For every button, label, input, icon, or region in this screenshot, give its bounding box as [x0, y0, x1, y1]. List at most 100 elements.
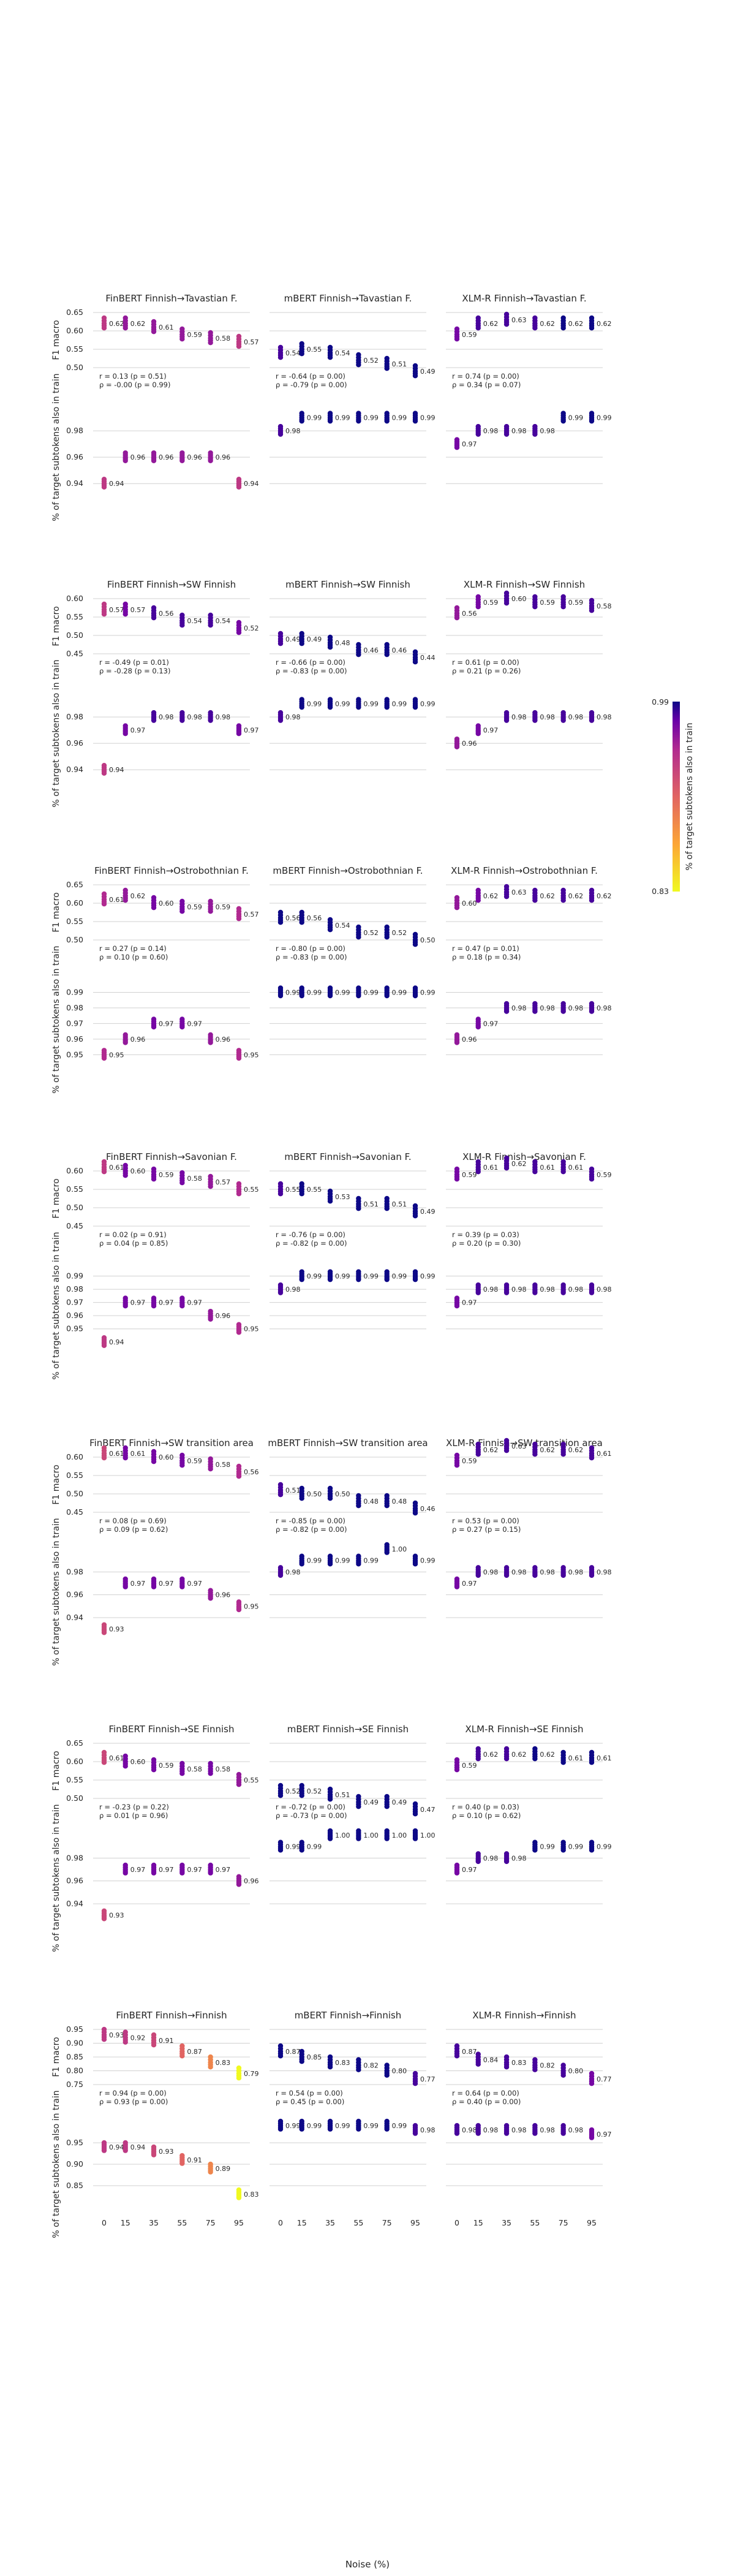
overlap-point	[532, 2131, 538, 2136]
overlap-data-label: 0.99	[307, 414, 322, 422]
f1-data-label: 0.52	[363, 929, 379, 937]
overlap-data-label: 0.97	[187, 1299, 202, 1307]
f1-data-label: 0.93	[109, 2031, 124, 2039]
panel-title: XLM-R Finnish→Finnish	[472, 2010, 576, 2021]
colorbar-max-label: 0.99	[652, 697, 669, 707]
f1-data-label: 0.59	[187, 903, 202, 911]
y-tick-label: 0.50	[66, 1794, 83, 1803]
f1-point	[503, 322, 510, 327]
overlap-data-label: 0.98	[540, 713, 555, 721]
overlap-point	[532, 718, 538, 723]
overlap-data-label: 0.97	[462, 1866, 477, 1874]
f1-data-label: 0.50	[335, 1490, 350, 1498]
overlap-point	[454, 1870, 460, 1876]
f1-point	[589, 2081, 595, 2086]
y-tick-label: 0.95	[66, 1324, 83, 1333]
y-tick-label: 0.98	[66, 1003, 83, 1012]
overlap-data-label: 0.99	[420, 414, 435, 422]
f1-point	[503, 894, 510, 900]
x-tick-label: 55	[530, 2218, 540, 2227]
panel: mBERT Finnish→Savonian F. r = -0.76 (p = …	[276, 1151, 435, 1295]
f1-data-label: 0.59	[462, 1762, 477, 1770]
overlap-point	[589, 1847, 595, 1853]
f1-data-label: 0.58	[187, 1175, 202, 1183]
overlap-data-label: 0.98	[483, 1854, 499, 1862]
f1-point	[454, 1767, 460, 1773]
overlap-point	[560, 2131, 566, 2136]
overlap-data-label: 0.98	[483, 1286, 499, 1294]
panel: XLM-R Finnish→SW Finnish r = 0.61 (p = 0.…	[452, 579, 612, 749]
correlation-r: r = -0.49 (p = 0.01)	[99, 658, 169, 667]
overlap-point	[299, 1847, 304, 1853]
f1-data-label: 0.82	[540, 2062, 555, 2070]
f1-point	[356, 362, 361, 368]
f1-data-label: 0.56	[285, 914, 301, 922]
overlap-point	[151, 1303, 157, 1309]
f1-point	[454, 905, 460, 911]
overlap-point	[503, 431, 510, 437]
y-tick-label: 0.97	[66, 1298, 83, 1307]
overlap-data-label: 0.97	[130, 1299, 146, 1307]
panel-row: 0.65 0.60 0.55 0.50 0.99 0.98 0.97 0.96 0.95 F1 m…	[51, 865, 612, 1094]
f1-point	[101, 1169, 107, 1175]
overlap-point	[151, 2152, 157, 2157]
f1-data-label: 0.62	[568, 320, 584, 328]
panel-title: FinBERT Finnish→SW transition area	[89, 1438, 254, 1449]
overlap-point	[277, 718, 284, 723]
overlap-data-label: 0.98	[540, 1286, 555, 1294]
f1-data-label: 0.51	[392, 360, 407, 368]
overlap-point	[412, 1561, 418, 1567]
f1-data-label: 0.62	[130, 892, 146, 900]
correlation-r: r = -0.66 (p = 0.00)	[276, 658, 345, 667]
f1-point	[412, 1811, 418, 1817]
overlap-data-label: 0.97	[187, 1866, 202, 1874]
f1-point	[454, 615, 460, 621]
overlap-point	[454, 744, 460, 749]
correlation-r: r = -0.80 (p = 0.00)	[276, 944, 345, 953]
correlation-rho: ρ = 0.10 (p = 0.60)	[99, 953, 168, 961]
f1-point	[475, 1169, 481, 1175]
f1-data-label: 0.51	[392, 1200, 407, 1208]
f1-data-label: 0.91	[159, 2037, 174, 2045]
f1-data-label: 0.87	[285, 2048, 301, 2056]
f1-data-label: 0.59	[159, 1171, 174, 1179]
f1-data-label: 0.46	[420, 1505, 435, 1513]
f1-point	[151, 615, 157, 621]
overlap-point	[236, 731, 242, 737]
f1-data-label: 0.62	[511, 1160, 527, 1168]
f1-data-label: 0.52	[363, 357, 379, 365]
f1-point	[123, 1455, 128, 1461]
panel: mBERT Finnish→SE Finnish r = -0.72 (p = 0…	[276, 1724, 435, 1853]
f1-point	[277, 641, 284, 646]
overlap-data-label: 0.98	[285, 1286, 301, 1294]
f1-data-label: 0.51	[285, 1487, 301, 1494]
correlation-rho: ρ = -0.79 (p = 0.00)	[276, 381, 347, 389]
overlap-point	[384, 993, 390, 999]
f1-data-label: 0.61	[109, 1450, 124, 1458]
f1-data-label: 0.49	[420, 368, 435, 376]
overlap-data-label: 1.00	[363, 1832, 379, 1839]
overlap-point	[503, 1009, 510, 1014]
overlap-data-label: 0.99	[307, 988, 322, 996]
f1-point	[277, 1793, 284, 1798]
y-tick-label: 0.98	[66, 426, 83, 435]
panel-title: mBERT Finnish→SE Finnish	[287, 1724, 409, 1735]
overlap-data-label: 0.98	[568, 1568, 584, 1576]
f1-data-label: 0.62	[568, 1446, 584, 1454]
f1-point	[560, 1452, 566, 1457]
x-axis-label: Noise (%)	[345, 2559, 390, 2570]
f1-data-label: 0.59	[483, 599, 499, 607]
overlap-data-label: 0.97	[462, 1580, 477, 1588]
overlap-point	[299, 418, 304, 424]
f1-point	[560, 2072, 566, 2078]
f1-point	[299, 351, 304, 357]
f1-data-label: 0.61	[159, 324, 174, 331]
f1-data-label: 0.61	[109, 1164, 124, 1172]
overlap-data-label: 0.97	[462, 441, 477, 449]
overlap-data-label: 0.95	[244, 1325, 259, 1333]
overlap-data-label: 0.83	[244, 2191, 259, 2199]
f1-data-label: 0.55	[285, 1186, 301, 1194]
overlap-data-label: 0.99	[420, 1557, 435, 1565]
y-axis-label: F1 macro	[51, 1178, 61, 1218]
overlap-data-label: 0.96	[462, 740, 477, 748]
